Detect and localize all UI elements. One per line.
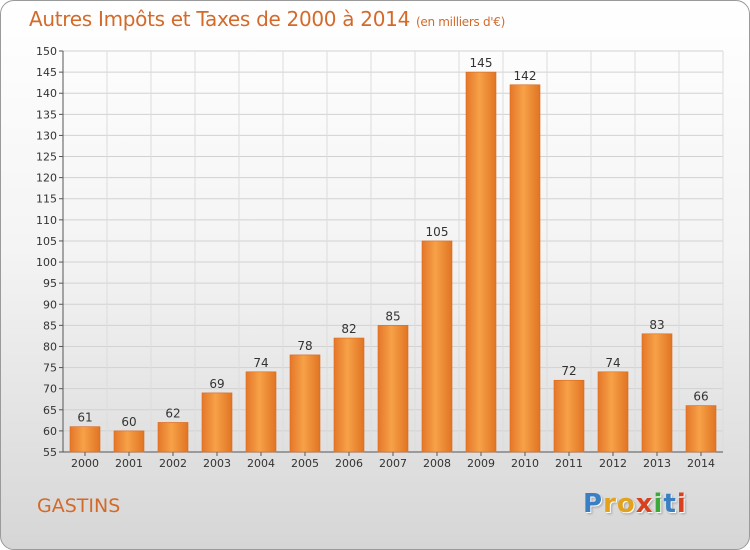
x-tick-label: 2000 [71, 457, 99, 470]
chart-title-text: Autres Impôts et Taxes de 2000 à 2014 [29, 7, 410, 31]
logo-letter: P [583, 489, 604, 519]
bar [245, 371, 277, 453]
logo-letter: t [663, 489, 677, 519]
chart-unit: (en milliers d'€) [416, 15, 506, 29]
bar [597, 371, 629, 453]
x-tick-label: 2004 [247, 457, 275, 470]
logo-letter: o [616, 489, 636, 519]
data-label: 78 [297, 339, 312, 353]
data-label: 66 [693, 390, 708, 404]
y-tick-label: 100 [36, 256, 57, 269]
proxiti-logo: Proxiti [583, 489, 687, 519]
data-label: 85 [385, 309, 400, 323]
x-tick-label: 2001 [115, 457, 143, 470]
bar [333, 337, 365, 453]
data-label: 69 [209, 377, 224, 391]
bar [509, 84, 541, 453]
y-tick-label: 115 [36, 193, 57, 206]
x-tick-label: 2009 [467, 457, 495, 470]
data-labels: 61 60 62 69 74 78 82 85 105 145 142 72 74 83 66 [77, 56, 708, 429]
bar [641, 333, 673, 453]
x-tick-label: 2003 [203, 457, 231, 470]
bar [421, 240, 453, 453]
x-tick-label: 2010 [511, 457, 539, 470]
logo-letter: r [603, 489, 617, 519]
logo-letter: x [635, 489, 654, 519]
data-label: 74 [605, 356, 620, 370]
y-tick-label: 120 [36, 172, 57, 185]
data-label: 60 [121, 415, 136, 429]
x-tick-label: 2007 [379, 457, 407, 470]
y-tick-labels: 55 60 65 70 75 80 85 90 95 100 105 110 115 120 125 130 1… [36, 45, 57, 459]
data-label: 74 [253, 356, 268, 370]
chart-title: Autres Impôts et Taxes de 2000 à 2014 (en… [29, 7, 505, 31]
x-tick-label: 2006 [335, 457, 363, 470]
bars [69, 71, 717, 453]
logo-letter: i [676, 489, 687, 519]
bar [69, 426, 101, 453]
y-tick-label: 110 [36, 214, 57, 227]
data-label: 83 [649, 318, 664, 332]
bar [553, 379, 585, 453]
y-tick-label: 70 [43, 383, 57, 396]
data-label: 82 [341, 322, 356, 336]
y-tick-label: 125 [36, 151, 57, 164]
bar [685, 405, 717, 453]
x-tick-label: 2013 [643, 457, 671, 470]
y-tick-label: 95 [43, 277, 57, 290]
y-tick-label: 80 [43, 340, 57, 353]
x-tick-label: 2005 [291, 457, 319, 470]
data-label: 72 [561, 364, 576, 378]
bar [465, 71, 497, 453]
place-name: GASTINS [37, 495, 121, 517]
data-label: 62 [165, 406, 180, 420]
y-tick-label: 140 [36, 87, 57, 100]
data-label: 61 [77, 411, 92, 425]
y-tick-label: 60 [43, 425, 57, 438]
bar [157, 422, 189, 453]
y-tick-label: 135 [36, 108, 57, 121]
y-tick-label: 130 [36, 129, 57, 142]
data-label: 142 [514, 69, 537, 83]
y-tick-label: 150 [36, 45, 57, 58]
x-tick-label: 2011 [555, 457, 583, 470]
data-label: 105 [426, 225, 449, 239]
y-tick-label: 65 [43, 404, 57, 417]
y-tick-label: 85 [43, 319, 57, 332]
y-tick-label: 55 [43, 446, 57, 459]
y-tick-label: 75 [43, 362, 57, 375]
y-tick-label: 105 [36, 235, 57, 248]
y-tick-label: 90 [43, 298, 57, 311]
bar [201, 392, 233, 453]
x-tick-label: 2014 [687, 457, 715, 470]
bar [377, 325, 409, 453]
data-label: 145 [470, 56, 493, 70]
x-tick-labels: 2000 2001 2002 2003 2004 2005 2006 2007 2008 2009… [71, 457, 715, 470]
logo-letter: i [653, 489, 664, 519]
x-tick-label: 2012 [599, 457, 627, 470]
x-tick-label: 2008 [423, 457, 451, 470]
bar [289, 354, 321, 453]
bar [113, 430, 145, 453]
x-tick-label: 2002 [159, 457, 187, 470]
y-tick-label: 145 [36, 66, 57, 79]
